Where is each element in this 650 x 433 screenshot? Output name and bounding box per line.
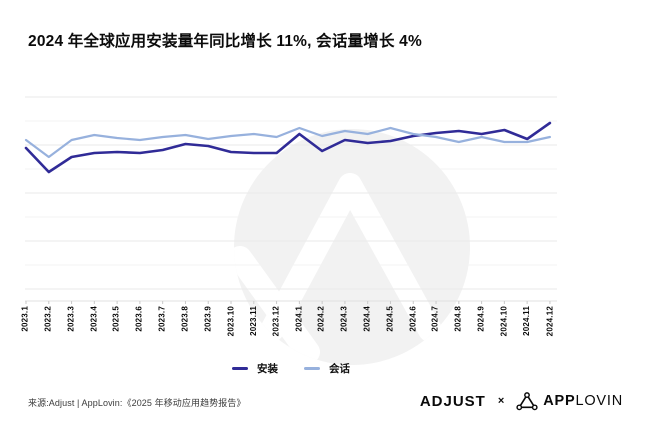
- applovin-logo: APPLOVIN: [516, 391, 623, 411]
- gridlines: [25, 96, 557, 304]
- applovin-lovin-text: LOVIN: [575, 393, 623, 409]
- legend-item-install: 安装: [232, 361, 278, 376]
- multiply-separator: ×: [497, 395, 505, 407]
- applovin-triangle-icon: [516, 392, 538, 411]
- adjust-watermark: [234, 129, 470, 365]
- adjust-logo: ADJUST: [419, 392, 486, 410]
- install-legend-swatch: [232, 366, 248, 370]
- legend-item-session: 会话: [304, 361, 350, 376]
- session-legend-swatch: [304, 366, 320, 370]
- applovin-app-text: APP: [543, 393, 576, 409]
- footer-logos: ADJUST × APPLOVIN: [420, 391, 623, 411]
- chart-series: [24, 121, 552, 174]
- source-citation: 来源:Adjust | AppLovin:《2025 年移动应用趋势报告》: [28, 398, 246, 408]
- applovin-wordmark: APPLOVIN: [543, 393, 623, 409]
- page-title: 2024 年全球应用安装量年同比增长 11%, 会话量增长 4%: [28, 33, 422, 50]
- session-legend-label: 会话: [329, 362, 350, 375]
- chart-legend: 安装 会话: [0, 360, 582, 376]
- install-legend-label: 安装: [257, 362, 278, 375]
